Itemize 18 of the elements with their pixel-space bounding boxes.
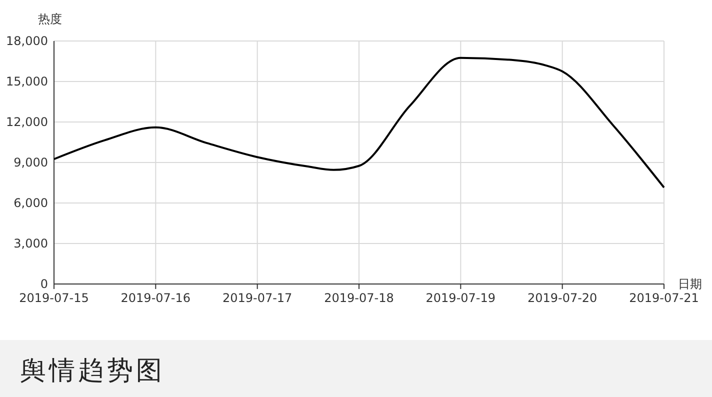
x-tick-label: 2019-07-15 [19, 291, 89, 305]
x-tick-label: 2019-07-21 [629, 291, 699, 305]
y-tick-label: 18,000 [6, 34, 48, 48]
x-tick-label: 2019-07-18 [324, 291, 394, 305]
y-tick-label: 9,000 [14, 156, 48, 170]
y-axis-title: 热度 [38, 12, 62, 26]
x-tick-label: 2019-07-19 [426, 291, 496, 305]
y-tick-label: 3,000 [14, 236, 48, 251]
x-tick-label: 2019-07-17 [222, 291, 292, 305]
x-tick-label: 2019-07-16 [120, 291, 191, 305]
text: 舆情趋势图 [20, 356, 165, 386]
y-tick-label: 15,000 [6, 74, 48, 89]
y-tick-label: 6,000 [14, 196, 48, 210]
y-tick-label: 12,000 [6, 115, 48, 130]
x-tick-label: 2019-07-20 [527, 291, 598, 305]
x-axis-title: 日期 [678, 277, 702, 291]
line-series [53, 56, 665, 188]
y-tick-label: 0 [40, 277, 48, 292]
